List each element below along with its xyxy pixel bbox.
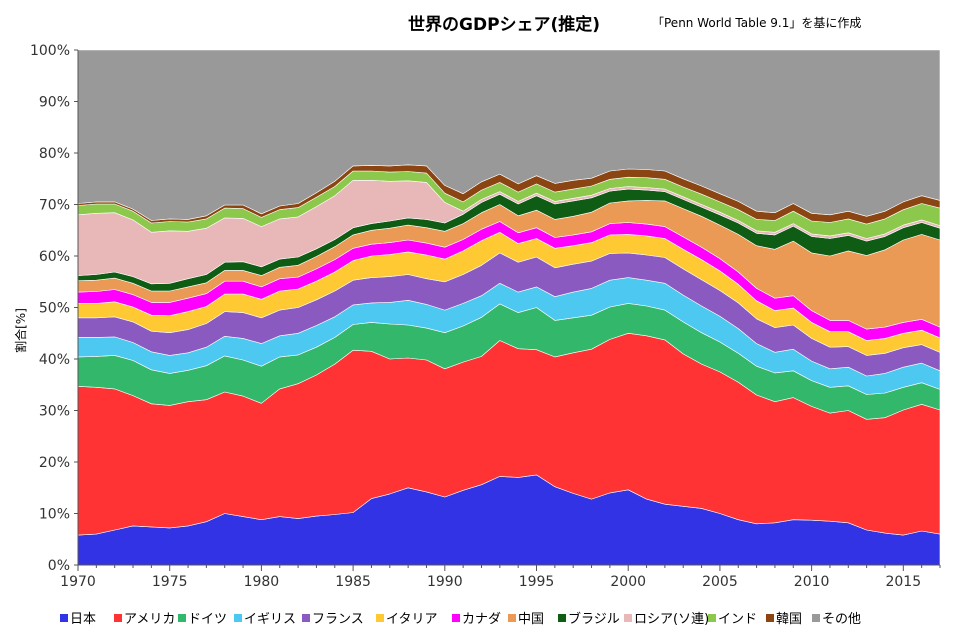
legend-item: イタリア (376, 608, 437, 627)
x-tick-label: 2015 (885, 574, 921, 590)
legend-item: インド (708, 608, 757, 627)
legend-item: 日本 (60, 608, 96, 627)
legend-swatch (508, 613, 516, 622)
y-tick-label: 80% (39, 146, 70, 162)
legend-label: ブラジル (568, 612, 620, 627)
legend-label: フランス (312, 612, 364, 627)
legend-item: その他 (812, 608, 861, 627)
legend-item: ロシア(ソ連) (624, 608, 709, 627)
legend-item: フランス (302, 608, 364, 627)
chart-title: 世界のGDPシェア(推定) (408, 15, 601, 35)
legend-label: アメリカ (124, 612, 176, 627)
legend-item: イギリス (234, 608, 296, 627)
legend-swatch (558, 613, 566, 622)
legend-label: ドイツ (188, 612, 228, 627)
x-tick-label: 1985 (335, 574, 371, 590)
chart-subtitle: 「Penn World Table 9.1」を基に作成 (652, 16, 862, 30)
legend-item: ブラジル (558, 608, 620, 627)
chart-legend: 日本 アメリカ ドイツ イギリス フランス イタリア カナダ 中国 ブラジル ロシア(ソ連) インド… (60, 608, 960, 630)
legend-item: 韓国 (766, 608, 802, 627)
y-tick-label: 10% (39, 507, 70, 523)
legend-label: その他 (822, 612, 862, 627)
y-tick-label: 0% (48, 558, 70, 574)
legend-label: イタリア (386, 612, 438, 627)
legend-label: ロシア(ソ連) (634, 612, 710, 627)
y-tick-label: 100% (30, 43, 70, 59)
y-tick-label: 20% (39, 455, 70, 471)
legend-label: 日本 (70, 612, 97, 627)
legend-item: カナダ (452, 608, 501, 627)
legend-swatch (766, 613, 774, 622)
legend-item: 中国 (508, 608, 544, 627)
y-tick-label: 90% (39, 95, 70, 111)
legend-label: インド (718, 612, 758, 627)
legend-swatch (376, 613, 384, 622)
y-tick-label: 40% (39, 352, 70, 368)
legend-label: イギリス (244, 612, 297, 627)
legend-swatch (302, 613, 310, 622)
x-tick-label: 1980 (244, 574, 280, 590)
legend-swatch (452, 613, 460, 622)
y-tick-label: 70% (39, 198, 70, 214)
y-tick-label: 60% (39, 249, 70, 265)
x-tick-label: 2000 (610, 574, 646, 590)
y-tick-label: 50% (39, 301, 70, 317)
area-series-12 (77, 49, 941, 221)
legend-swatch (812, 613, 820, 622)
y-tick-label: 30% (39, 404, 70, 420)
legend-swatch (114, 613, 122, 622)
legend-swatch (178, 613, 186, 622)
x-tick-label: 2010 (794, 574, 830, 590)
legend-item: アメリカ (114, 608, 175, 627)
x-tick-label: 2005 (702, 574, 738, 590)
legend-swatch (624, 613, 632, 622)
legend-label: 韓国 (776, 612, 803, 627)
legend-swatch (234, 613, 242, 622)
legend-label: カナダ (462, 612, 502, 627)
legend-swatch (708, 613, 716, 622)
legend-swatch (60, 613, 68, 622)
legend-item: ドイツ (178, 608, 227, 627)
x-tick-label: 1970 (60, 574, 96, 590)
x-tick-label: 1990 (427, 574, 463, 590)
x-tick-label: 1995 (519, 574, 555, 590)
legend-label: 中国 (518, 612, 545, 627)
x-tick-label: 1975 (152, 574, 188, 590)
